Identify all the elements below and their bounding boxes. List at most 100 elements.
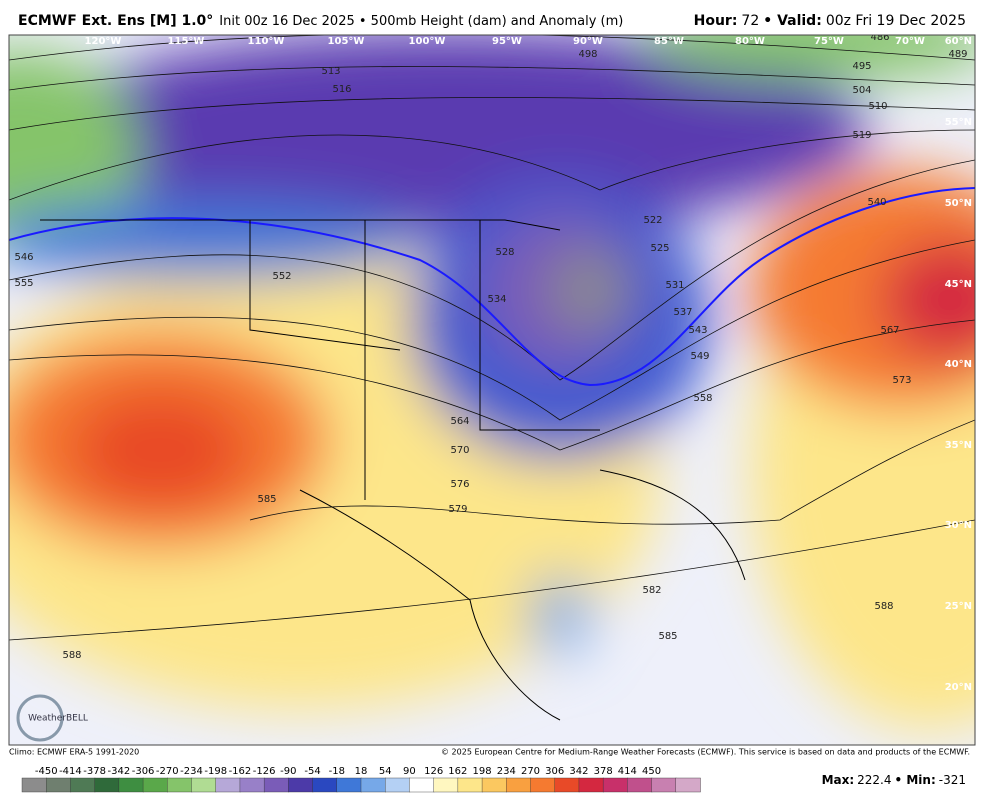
contour-label: 543 <box>688 325 707 336</box>
contour-label: 546 <box>14 252 33 263</box>
contour-label: 528 <box>495 247 514 258</box>
contour-label: 582 <box>642 585 661 596</box>
colorbar-swatch <box>627 777 653 793</box>
colorbar-label: -234 <box>180 766 203 777</box>
colorbar-label: -18 <box>329 766 345 777</box>
valid-label: • Valid: <box>763 13 822 29</box>
colorbar-swatch <box>385 777 411 793</box>
colorbar-label: -162 <box>229 766 252 777</box>
lon-label: 110°W <box>248 36 285 47</box>
colorbar-swatch <box>118 777 144 793</box>
colorbar-swatch <box>433 777 459 793</box>
lon-label: 105°W <box>328 36 365 47</box>
colorbar-swatch <box>21 777 47 793</box>
colorbar-swatch <box>578 777 604 793</box>
colorbar-label: -90 <box>280 766 296 777</box>
colorbar-label: 198 <box>473 766 492 777</box>
contour-label: 588 <box>62 650 81 661</box>
colorbar-label: -306 <box>132 766 155 777</box>
colorbar-swatch <box>239 777 265 793</box>
colorbar-label: -126 <box>253 766 276 777</box>
contour-label: 570 <box>450 445 469 456</box>
colorbar-swatch <box>602 777 629 793</box>
colorbar: -450 -414 -378 -342 -306 -270 -234 -198 -162 -126… <box>21 766 701 793</box>
contour-label: 588 <box>874 601 893 612</box>
colorbar-label: 90 <box>403 766 416 777</box>
colorbar-swatch <box>312 777 338 793</box>
colorbar-swatch <box>457 777 483 793</box>
colorbar-swatch <box>336 777 362 793</box>
colorbar-label: -198 <box>204 766 227 777</box>
contour-label: 534 <box>487 294 506 305</box>
contour-label: 522 <box>643 215 662 226</box>
contour-label: 579 <box>448 504 467 515</box>
min-label: • Min: <box>895 773 936 787</box>
colorbar-swatch <box>409 777 435 793</box>
colorbar-swatch <box>70 777 96 793</box>
contour-label: 552 <box>272 271 291 282</box>
lon-label: 75°W <box>814 36 844 47</box>
colorbar-label: 342 <box>569 766 588 777</box>
lon-label: 115°W <box>168 36 205 47</box>
hour: 72 <box>741 13 759 29</box>
valid: Hour: 72 • Valid: 00z Fri 19 Dec 2025 <box>694 13 966 29</box>
contour-label: 585 <box>257 494 276 505</box>
max-label: Max: <box>822 773 855 787</box>
lon-label: 100°W <box>409 36 446 47</box>
contour-label: 555 <box>14 278 33 289</box>
colorbar-swatch <box>554 777 580 793</box>
map: WeatherBELL 120°W 115°W 110°W 105°W 100°W 95°… <box>9 32 975 745</box>
min: -321 <box>939 773 966 787</box>
contour-label: 537 <box>673 307 692 318</box>
valid-time: 00z Fri 19 Dec 2025 <box>826 13 966 29</box>
colorbar-swatch <box>263 777 290 793</box>
colorbar-label: -54 <box>304 766 320 777</box>
contour-label: 567 <box>880 325 899 336</box>
contour-546 <box>9 187 975 387</box>
map-frame <box>8 34 976 746</box>
colorbar-swatch <box>506 777 532 793</box>
lat-label: 30°N <box>945 520 972 531</box>
colorbar-swatch <box>530 777 556 793</box>
colorbar-label: 450 <box>642 766 661 777</box>
lat-label: 25°N <box>945 601 972 612</box>
contour-label: 540 <box>867 197 886 208</box>
colorbar-swatch <box>481 777 507 793</box>
contour-label: 558 <box>693 393 712 404</box>
colorbar-label: 126 <box>424 766 443 777</box>
max-min: Max: 222.4 • Min: -321 <box>822 773 966 787</box>
lat-label: 45°N <box>945 279 972 290</box>
colorbar-label: 378 <box>594 766 613 777</box>
colorbar-swatch <box>360 777 386 793</box>
anomaly-field <box>9 35 975 730</box>
colorbar-swatch <box>288 777 314 793</box>
contour-label: 585 <box>658 631 677 642</box>
colorbar-label: -270 <box>156 766 179 777</box>
colorbar-label: -450 <box>35 766 58 777</box>
borders <box>40 219 746 721</box>
colorbar-swatch <box>94 777 120 793</box>
contour-label: 486 <box>870 32 889 43</box>
colorbar-label: -414 <box>59 766 82 777</box>
hour-label: Hour: <box>694 13 738 29</box>
lon-label: 80°W <box>735 36 765 47</box>
colorbar-label: 234 <box>497 766 516 777</box>
contour-label: 489 <box>948 49 967 60</box>
contour-label: 516 <box>332 84 351 95</box>
colorbar-label: 270 <box>521 766 540 777</box>
max: 222.4 <box>857 773 891 787</box>
colorbar-swatch <box>167 777 193 793</box>
lat-label: 60°N <box>945 36 972 47</box>
contour-label: 525 <box>650 243 669 254</box>
contour-label: 513 <box>321 66 340 77</box>
lat-label: 55°N <box>945 117 972 128</box>
contour-label: 549 <box>690 351 709 362</box>
contour-label: 564 <box>450 416 469 427</box>
contour-label: 531 <box>665 280 684 291</box>
colorbar-swatch <box>675 777 701 793</box>
contour-label: 510 <box>868 101 887 112</box>
logo: WeatherBELL <box>16 694 88 742</box>
lon-label: 120°W <box>85 36 122 47</box>
colorbar-swatch <box>651 777 677 793</box>
lon-label: 90°W <box>573 36 603 47</box>
